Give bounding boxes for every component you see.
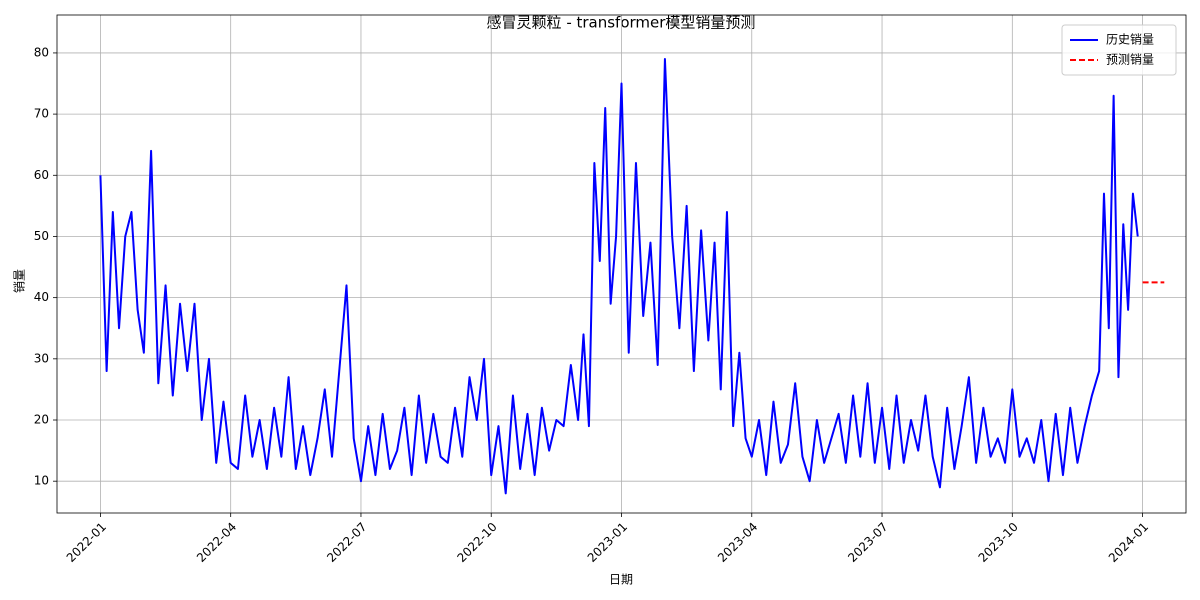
y-tick-label: 10 [34,474,49,488]
y-tick-label: 50 [34,229,49,243]
x-axis-label: 日期 [609,573,633,587]
chart-title: 感冒灵颗粒 - transformer模型销量预测 [487,14,756,32]
plot-area [99,58,1165,495]
y-axis-label: 销量 [13,269,27,293]
series-line [99,58,1139,495]
y-tick-label: 40 [34,290,49,304]
legend-label: 历史销量 [1106,33,1154,47]
legend-label: 预测销量 [1106,53,1154,67]
y-tick-label: 80 [34,45,49,59]
y-tick-label: 60 [34,168,49,182]
y-tick-label: 20 [34,413,49,427]
y-tick-label: 70 [34,107,49,121]
y-tick-label: 30 [34,351,49,365]
legend-box [1061,24,1177,76]
grid [57,15,1186,513]
